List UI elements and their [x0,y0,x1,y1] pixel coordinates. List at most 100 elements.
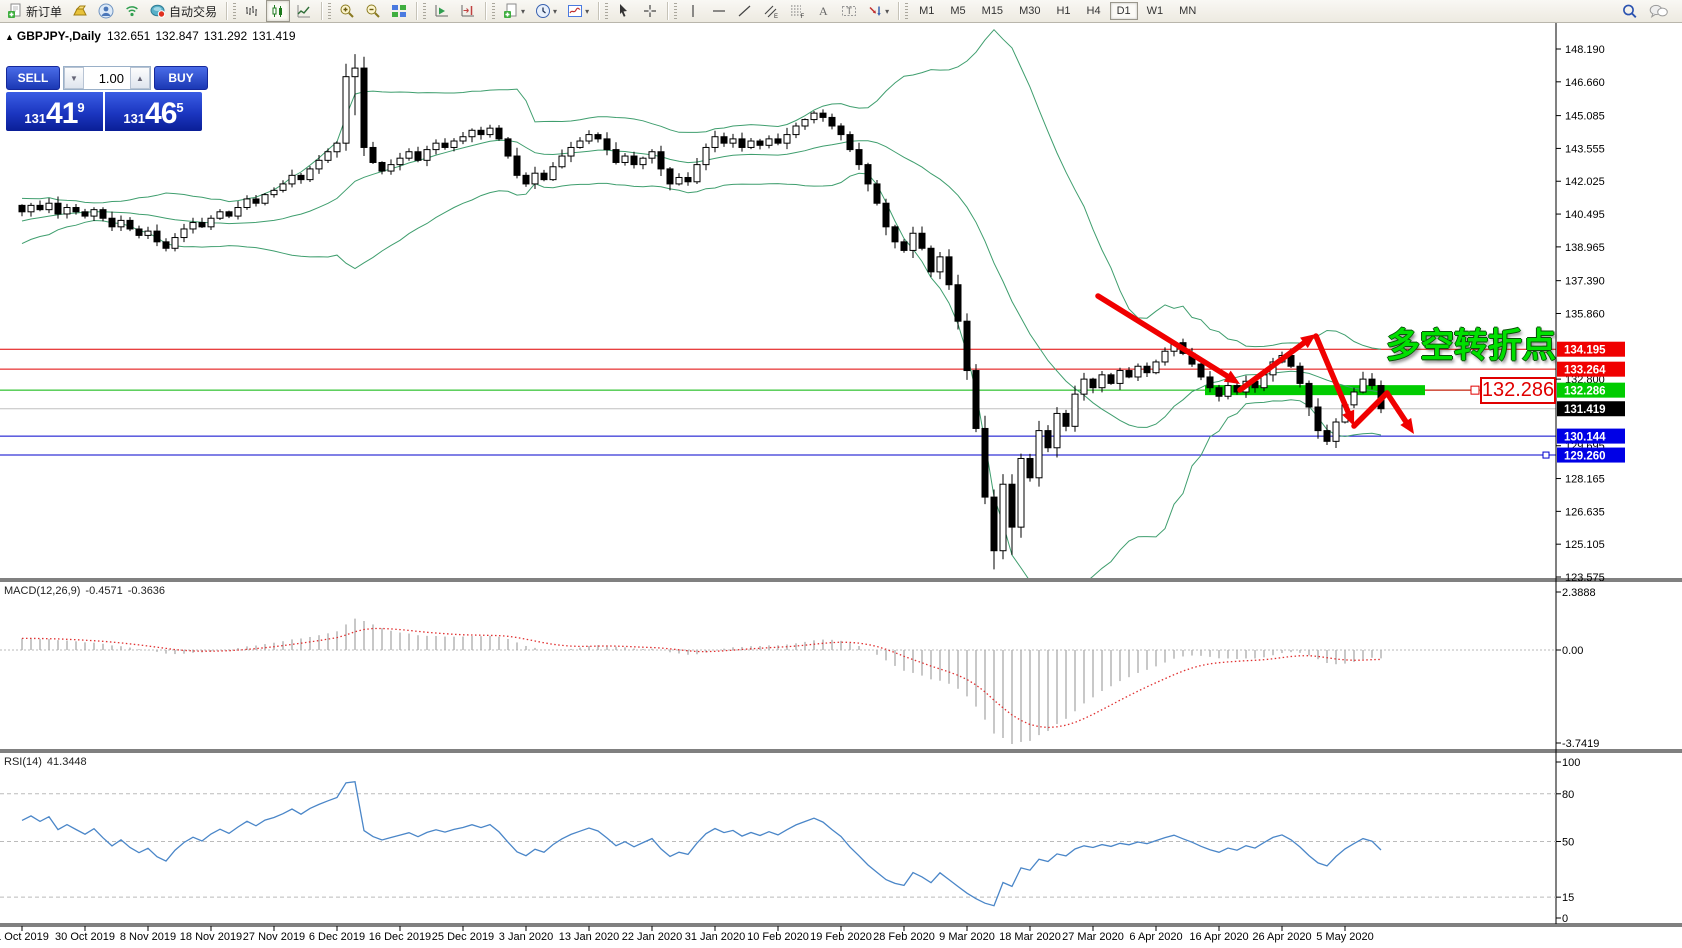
autotrade-button[interactable]: 自动交易 [146,0,221,22]
zoom-out-icon [365,3,381,19]
trendline-button[interactable] [733,0,757,22]
svg-text:22 Jan 2020: 22 Jan 2020 [622,931,683,943]
buy-pips: 46 [145,97,177,130]
svg-text:8 Nov 2019: 8 Nov 2019 [120,931,176,943]
volume-stepper: ▼ 1.00 ▲ [63,66,151,90]
label-button[interactable]: T [837,0,861,22]
chart-shift-icon [460,3,476,19]
timeframe-mn-button[interactable]: MN [1179,5,1197,17]
crosshair-icon [642,3,658,19]
fibonacci-button[interactable]: F [785,0,809,22]
toolbar-grip[interactable] [233,3,237,19]
timeframe-h4-button[interactable]: H4 [1086,5,1101,17]
date-axis: 1 Oct 2019 30 Oct 2019 8 Nov 2019 18 Nov 20… [0,926,1374,943]
volume-up-button[interactable]: ▲ [130,67,150,89]
svg-text:143.555: 143.555 [1565,143,1605,155]
chevron-down-icon[interactable]: ▾ [521,6,526,16]
rsi-axis: 100 80 50 15 0 [1556,757,1580,925]
sell-point: 9 [77,100,85,115]
autotrade-icon [150,3,166,19]
chart-annotation-text[interactable]: 多空转折点 [1386,327,1556,365]
rsi-indicator-label: RSI(14) 41.3448 [4,756,92,768]
svg-text:128.165: 128.165 [1565,474,1605,486]
svg-text:132.286: 132.286 [1564,386,1606,398]
timeframe-h1-button[interactable]: H1 [1056,5,1071,17]
buy-price-tile[interactable]: 131 46 5 [105,92,202,131]
svg-text:13 Jan 2020: 13 Jan 2020 [559,931,620,943]
templates-button[interactable]: ▾ [499,0,529,22]
volume-down-button[interactable]: ▼ [64,67,84,89]
chat-icon [1649,3,1669,20]
vline-button[interactable] [681,0,705,22]
autoscroll-icon [434,3,450,19]
timeframe-m30-button[interactable]: M30 [1019,5,1041,17]
ohlc-open: 132.651 [106,29,151,43]
svg-text:3 Jan 2020: 3 Jan 2020 [499,931,553,943]
hline-button[interactable] [707,0,731,22]
chevron-down-icon[interactable]: ▾ [585,6,590,16]
toolbar-grip[interactable] [423,3,427,19]
toolbar-separator [226,2,229,20]
svg-text:0: 0 [1562,913,1568,925]
arrows-button[interactable]: ▾ [863,0,893,22]
sell-price-tile[interactable]: 131 41 9 [6,92,103,131]
chevron-down-icon[interactable]: ▾ [553,6,558,16]
signal-icon [124,3,140,19]
text-button[interactable]: A [811,0,835,22]
gold-icon [72,3,88,19]
indicators-button[interactable]: ▾ [563,0,593,22]
gold-chart-button[interactable] [68,0,92,22]
zoom-in-button[interactable] [335,0,359,22]
volume-input[interactable]: 1.00 [98,70,124,86]
toolbar: 新订单 自动交易 ▾ ▾ ▾ E F A T ▾ M1 M5 M15 M30 H1 H4 D1 W1 MN [0,0,1682,23]
svg-text:F: F [801,14,805,19]
cursor-button[interactable] [612,0,636,22]
sell-button[interactable]: SELL [6,66,60,90]
toolbar-grip[interactable] [328,3,332,19]
toolbar-grip[interactable] [605,3,609,19]
bar-chart-button[interactable] [240,0,264,22]
macd-axis: 2.3888 0.00 -3.7419 [1556,587,1599,750]
crosshair-button[interactable] [638,0,662,22]
periods-button[interactable]: ▾ [531,0,561,22]
new-order-button[interactable]: 新订单 [3,0,66,22]
chat-button[interactable] [1645,0,1673,22]
buy-big-figure: 131 [123,111,146,126]
toolbar-grip[interactable] [905,3,909,19]
timeframe-m1-button[interactable]: M1 [919,5,935,17]
tile-windows-button[interactable] [387,0,411,22]
chart-shift-button[interactable] [456,0,480,22]
toolbar-separator [485,2,488,20]
svg-text:130.144: 130.144 [1564,432,1606,444]
timeframe-m15-button[interactable]: M15 [981,5,1004,17]
collapse-triangle-icon[interactable]: ▲ [5,32,14,42]
timeframe-m5-button[interactable]: M5 [950,5,966,17]
profile-icon [98,3,114,19]
timeframe-w1-button[interactable]: W1 [1146,5,1164,17]
toolbar-grip[interactable] [674,3,678,19]
profile-button[interactable] [94,0,118,22]
svg-text:145.085: 145.085 [1565,111,1605,123]
toolbar-grip[interactable] [492,3,496,19]
ohlc-low: 131.292 [203,29,248,43]
svg-text:142.025: 142.025 [1565,176,1605,188]
chevron-down-icon[interactable]: ▾ [885,6,890,16]
price-box-connector [1425,385,1480,395]
search-button[interactable] [1617,0,1643,22]
autoscroll-button[interactable] [430,0,454,22]
zoom-out-button[interactable] [361,0,385,22]
svg-text:18 Mar 2020: 18 Mar 2020 [999,931,1061,943]
timeframe-d1-button[interactable]: D1 [1109,2,1138,20]
text-icon: A [815,3,831,19]
candlestick-button[interactable] [266,0,291,22]
macd-value-signal: -0.3636 [127,585,166,597]
buy-button[interactable]: BUY [154,66,208,90]
signal-button[interactable] [120,0,144,22]
rsi-pane [0,780,1556,907]
line-chart-button[interactable] [292,0,316,22]
bar-chart-icon [244,3,260,19]
channel-button[interactable]: E [759,0,783,22]
price-label-box[interactable]: 132.286 [1480,377,1556,404]
bollinger-bands-layer [21,28,1382,578]
